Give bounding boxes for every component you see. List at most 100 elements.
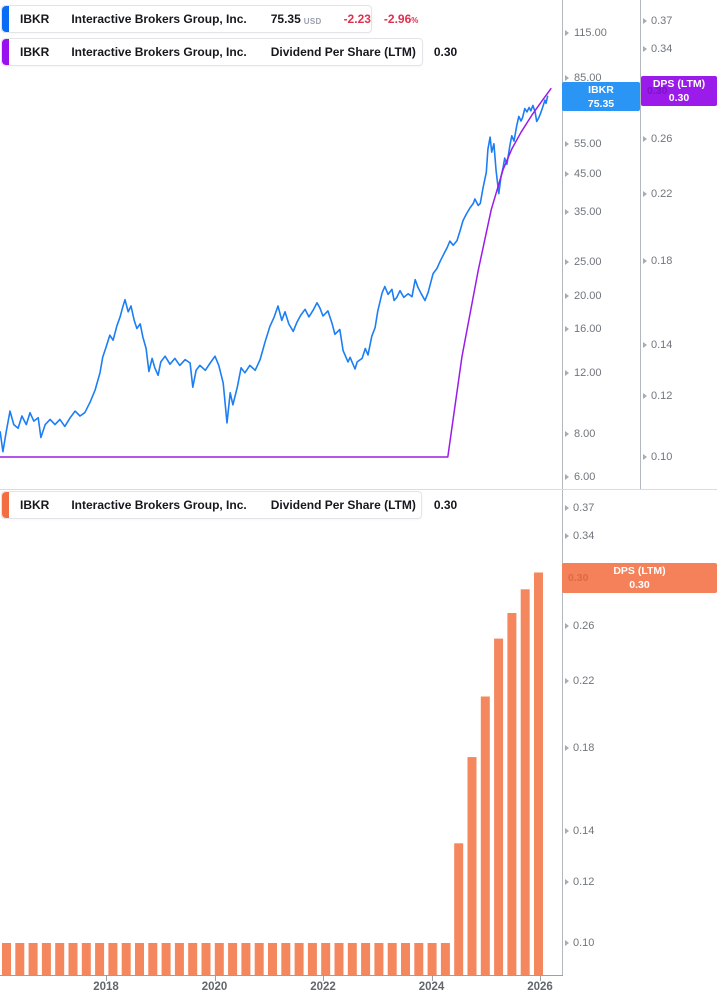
ticker-symbol: IBKR [20, 12, 50, 26]
currency-label: USD [303, 16, 322, 26]
dps-axis-line-bottom [562, 490, 563, 976]
last-price: 75.35 [270, 12, 301, 26]
dps-axis-top-tick-label: 0.10 [651, 451, 673, 463]
dps-axis-bottom-tick [565, 879, 569, 886]
dps-bar [241, 943, 251, 975]
price-line-series [0, 95, 549, 453]
dps-bar [15, 943, 25, 975]
dps-bar [108, 943, 118, 975]
x-axis-tick [431, 975, 433, 981]
price-axis-tick [565, 326, 569, 333]
percent-symbol: % [411, 16, 419, 25]
dps-axis-top-tick [643, 191, 647, 198]
dps-bar [467, 757, 477, 975]
dps-axis-bottom-tick-label: 0.37 [573, 502, 595, 515]
x-axis-tick [323, 975, 324, 981]
company-name: Interactive Brokers Group, Inc. [71, 45, 247, 59]
dps-axis-top-tick-label: 0.12 [651, 390, 673, 403]
ticker-symbol: IBKR [20, 45, 50, 59]
dps-axis-bottom-tick [565, 940, 569, 946]
dps-bar [201, 943, 211, 975]
price-axis-tick-label: 115.00 [574, 26, 607, 39]
price-axis-tick [565, 259, 569, 266]
price-series-swatch [2, 6, 9, 32]
dps-bar [95, 943, 105, 975]
x-axis-year-label: 2022 [310, 981, 336, 993]
dps-line-series [0, 87, 552, 458]
dps-bar [68, 943, 78, 975]
dps-bar [41, 943, 51, 975]
price-badge-value: 75.35 [587, 97, 615, 110]
x-axis-year-label: 2024 [418, 981, 445, 993]
dps-axis-ghost-label: 0.30 [568, 572, 589, 584]
dps-axis-bottom-tick-label: 0.34 [573, 530, 595, 543]
price-badge-ticker: IBKR [588, 83, 614, 96]
price-axis-tick [565, 430, 569, 437]
dps-axis-bottom-tick-label: 0.14 [573, 825, 595, 838]
dps-bar [347, 943, 357, 975]
dps-axis-bottom-tick [565, 533, 569, 540]
dps-bar-series-swatch [2, 492, 9, 518]
dps-bar [148, 943, 158, 975]
panel-separator [0, 489, 717, 490]
legend-card-price[interactable]: IBKR Interactive Brokers Group, Inc. 75.… [1, 5, 418, 33]
dps-bar [161, 943, 171, 975]
price-chart-plot[interactable] [0, 0, 558, 489]
dps-bar [214, 943, 224, 975]
x-axis-tick [540, 975, 541, 981]
dps-bar [2, 943, 11, 975]
metric-value: 0.30 [433, 45, 458, 59]
dps-bar [55, 943, 65, 975]
price-axis-tick-label: 25.00 [574, 256, 602, 269]
dps-bar [454, 843, 464, 975]
price-axis-tick [565, 474, 569, 480]
metric-value: 0.30 [433, 498, 458, 512]
dps-bar [401, 943, 410, 975]
metric-label: Dividend Per Share (LTM) [270, 45, 416, 59]
dps-axis-top-tick-label: 0.14 [651, 338, 673, 351]
dps-bar [374, 943, 384, 975]
dps-axis-bottom-tick-label: 0.12 [573, 876, 595, 889]
ticker-symbol: IBKR [20, 498, 50, 512]
dps-bar [281, 943, 291, 975]
dps-axis-top-tick [643, 454, 647, 460]
dps-bar [81, 943, 91, 975]
dps-bar [188, 943, 198, 975]
dps-axis-top-tick-label: 0.26 [651, 132, 673, 145]
dps-bar [494, 638, 504, 975]
dps-bar [334, 943, 344, 975]
price-axis-tick [565, 75, 569, 82]
dps-bar [228, 943, 238, 975]
price-axis-tick [565, 29, 569, 36]
metric-label: Dividend Per Share (LTM) [270, 498, 416, 512]
dps-axis-bottom-tick-label: 0.22 [573, 675, 595, 688]
dps-axis-bottom-tick-label: 0.26 [573, 619, 595, 632]
dps-bar [507, 613, 517, 975]
dps-axis-top-tick-label: 0.34 [651, 43, 673, 56]
dps-series-swatch [2, 39, 9, 65]
price-axis-tick-label: 45.00 [574, 167, 602, 180]
dps-bar [254, 943, 264, 975]
dps-bar [28, 943, 38, 975]
price-axis-tick-label: 8.00 [574, 427, 596, 440]
price-axis-tick [565, 208, 569, 215]
dps-axis-top-tick-label: 0.18 [651, 255, 673, 268]
dps-badge-top: 0.30 DPS (LTM) 0.30 [641, 76, 717, 106]
price-axis-tick [565, 369, 569, 376]
dps-bar [427, 943, 437, 975]
dps-bar [307, 943, 317, 975]
dps-bar [294, 943, 304, 975]
dps-bar [414, 943, 424, 975]
legend-card-dps-top[interactable]: IBKR Interactive Brokers Group, Inc. Div… [1, 38, 457, 66]
dps-axis-bottom-tick-label: 0.10 [573, 937, 595, 949]
company-name: Interactive Brokers Group, Inc. [71, 498, 247, 512]
legend-card-dps-bottom[interactable]: IBKR Interactive Brokers Group, Inc. Div… [1, 491, 457, 519]
company-name: Interactive Brokers Group, Inc. [71, 12, 247, 26]
dps-bar [361, 943, 371, 975]
dps-axis-bottom-tick-label: 0.18 [573, 741, 595, 754]
dps-badge-value: 0.30 [668, 92, 690, 104]
price-change-percent: -2.96 [383, 12, 412, 26]
dps-bar-plot[interactable] [0, 490, 558, 976]
x-axis-tick [214, 975, 216, 981]
